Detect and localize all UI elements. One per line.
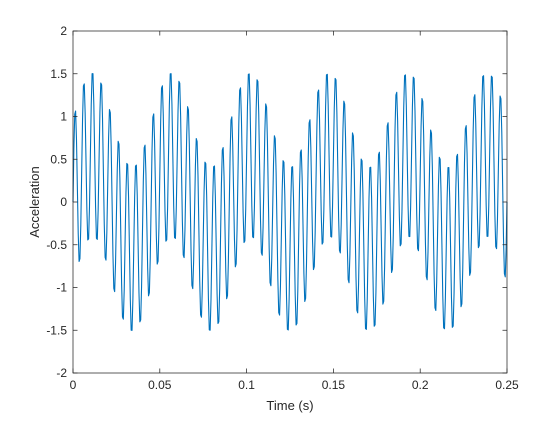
y-tick-label: 2 [60,24,67,38]
y-tick-label: -2 [56,366,67,380]
x-axis-label: Time (s) [266,398,313,413]
y-tick-label: -1 [56,281,67,295]
x-axis-ticks: 0 0.05 0.1 0.15 0.2 0.25 [70,31,519,392]
y-tick-label: 1 [60,110,67,124]
y-tick-label: 0.5 [50,152,67,166]
plot-area [73,31,507,373]
series-layer [72,73,508,331]
x-tick-label: 0.2 [412,378,429,392]
y-tick-label: 1.5 [50,67,67,81]
y-tick-label: -1.5 [46,323,67,337]
x-tick-label: 0.15 [322,378,346,392]
y-axis-ticks: -2 -1.5 -1 -0.5 0 0.5 1 1.5 2 [46,24,507,380]
y-axis-label: Acceleration [27,166,42,238]
series-line [72,73,508,331]
x-tick-label: 0.05 [148,378,172,392]
plot-background [73,31,507,373]
y-tick-label: -0.5 [46,238,67,252]
x-tick-label: 0 [70,378,77,392]
x-tick-label: 0.1 [238,378,255,392]
x-tick-label: 0.25 [495,378,519,392]
y-tick-label: 0 [60,195,67,209]
